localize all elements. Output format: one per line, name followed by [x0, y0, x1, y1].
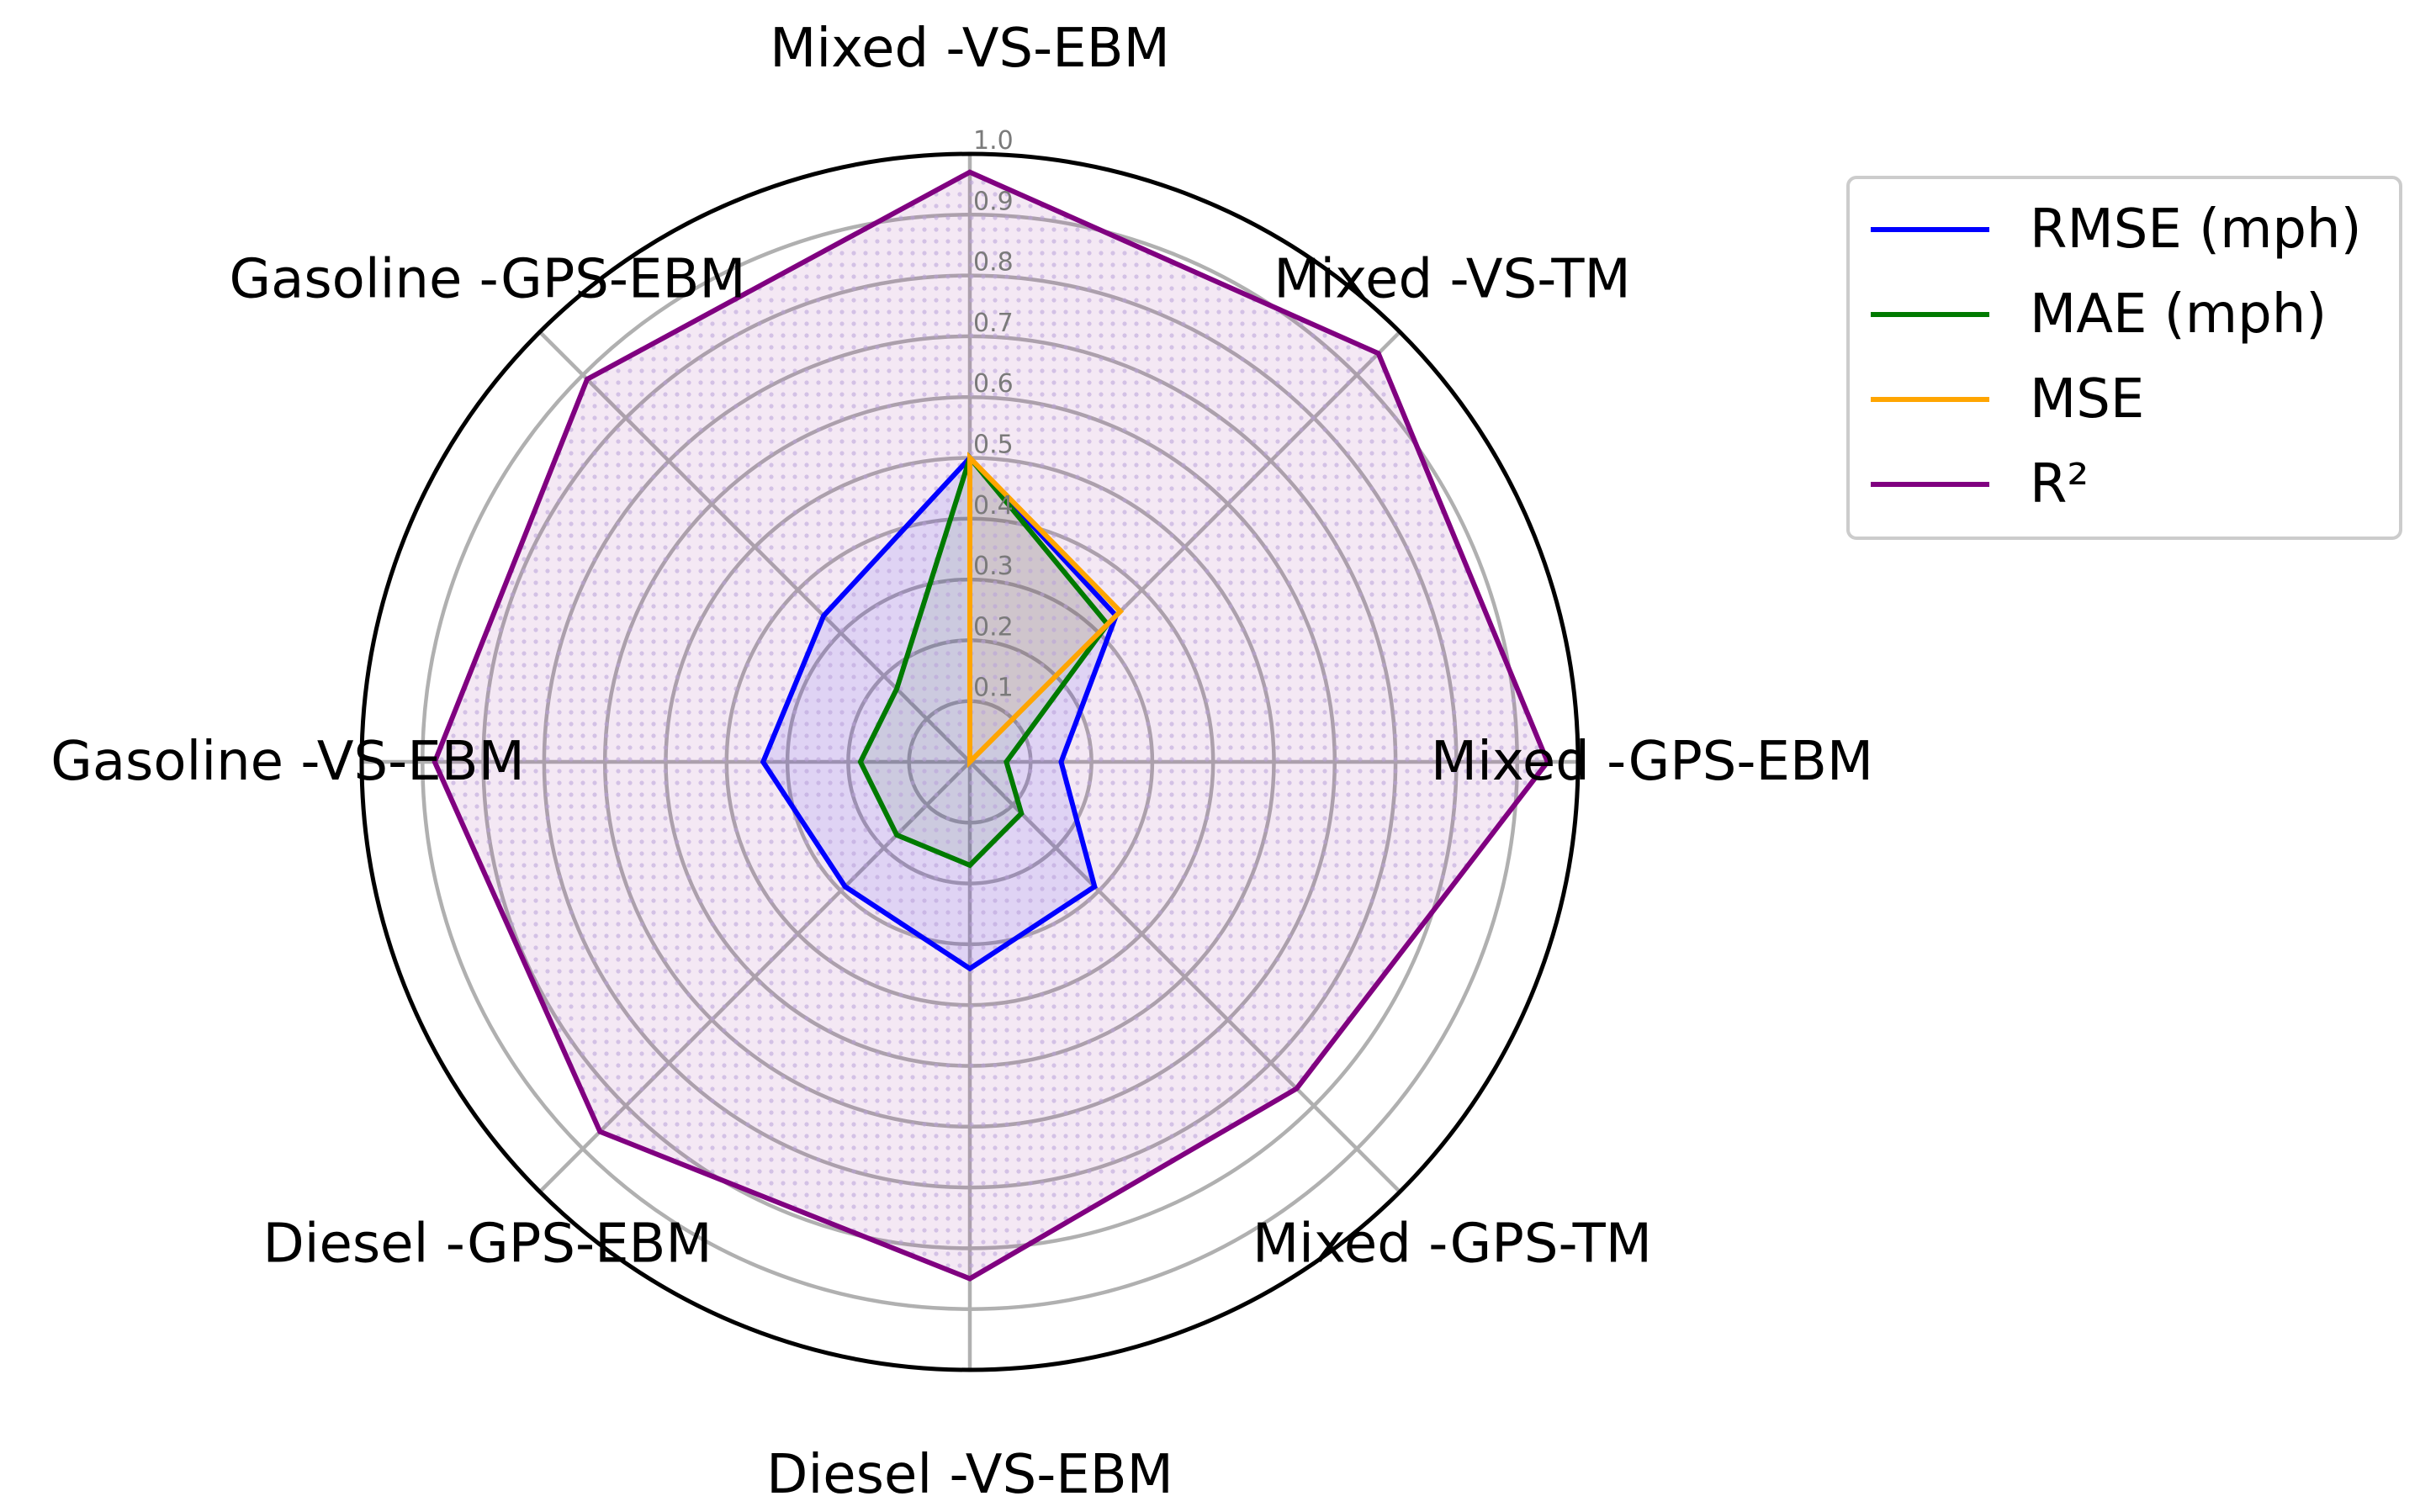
- category-label: Diesel -VS-EBM: [766, 1444, 1173, 1506]
- category-label: Mixed -GPS-EBM: [1431, 731, 1873, 793]
- radial-tick-label: 0.2: [973, 612, 1014, 642]
- series-line: [432, 169, 1551, 1282]
- category-label: Gasoline -VS-EBM: [50, 731, 525, 793]
- radial-tick-label: 0.8: [973, 248, 1014, 278]
- series-line: [760, 454, 1120, 972]
- category-label: Mixed -VS-EBM: [770, 18, 1170, 80]
- category-label: Diesel -GPS-EBM: [262, 1213, 712, 1275]
- legend-label: MAE (mph): [2030, 283, 2327, 346]
- legend-label: RMSE (mph): [2030, 198, 2362, 261]
- radial-tick-label: 0.4: [973, 491, 1014, 521]
- polar-frame: [359, 151, 1581, 1372]
- series-line: [857, 452, 1111, 869]
- category-label: Gasoline -GPS-EBM: [230, 249, 746, 311]
- radial-tick-label: 0.5: [973, 431, 1014, 460]
- series-layer: [432, 169, 1551, 1282]
- radial-tick-labels: 0.1 0.2 0.3 0.4 0.5 0.6 0.7 0.8 0.9 1.0: [973, 126, 1014, 703]
- radial-tick-label: 0.3: [973, 552, 1014, 581]
- legend: RMSE (mph) MAE (mph) MSE R²: [1846, 176, 2402, 540]
- radial-tick-label: 0.6: [973, 369, 1014, 399]
- category-label: Mixed -VS-TM: [1274, 249, 1631, 311]
- legend-box: [1846, 176, 2402, 540]
- category-label: Mixed -GPS-TM: [1252, 1213, 1652, 1275]
- series-hatch: [434, 172, 1548, 1279]
- radial-tick-label: 1.0: [973, 126, 1014, 156]
- radial-tick-label: 0.9: [973, 187, 1014, 216]
- legend-label: R²: [2030, 453, 2089, 515]
- radial-tick-label: 0.7: [973, 309, 1014, 338]
- category-labels: Mixed -VS-EBM Mixed -VS-TM Mixed -GPS-EBM M…: [50, 18, 1873, 1506]
- radial-tick-label: 0.1: [973, 674, 1014, 703]
- legend-label: MSE: [2030, 368, 2144, 431]
- series-line: [967, 452, 1125, 769]
